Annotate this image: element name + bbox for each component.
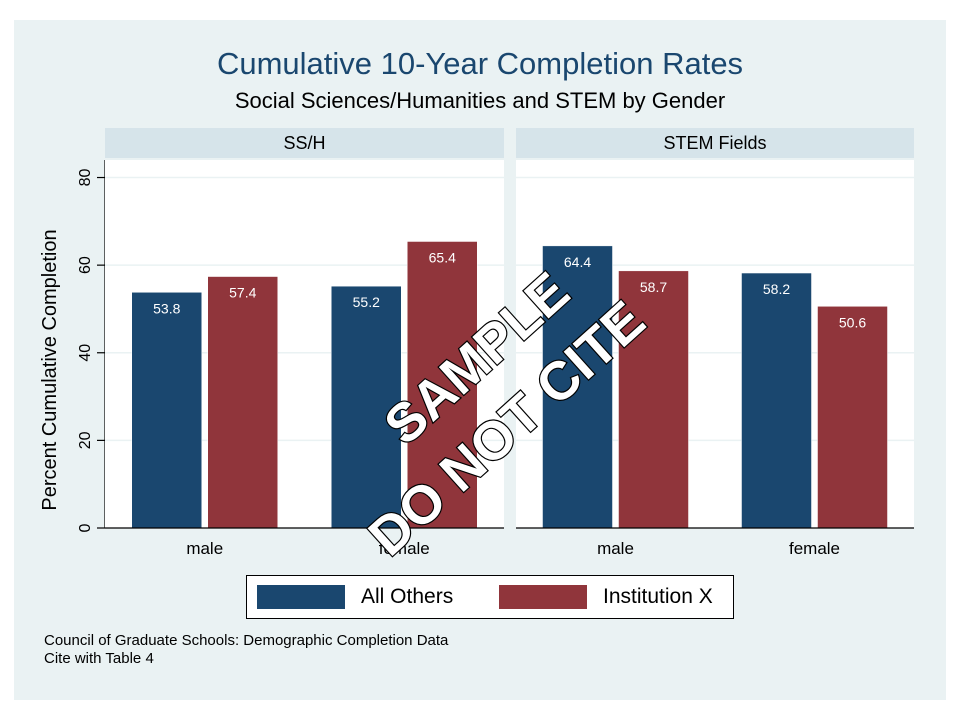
y-tick-label-0: 0 [77, 523, 94, 532]
source-note-line-2: Cite with Table 4 [44, 650, 154, 667]
legend-item-institution-x: Institution X [499, 576, 713, 618]
data-label-ss-h-female-institution-x: 65.4 [429, 249, 456, 265]
data-label-ss-h-female-all-others: 55.2 [353, 294, 380, 310]
legend-item-all-others: All Others [257, 576, 453, 618]
data-label-stem-fields-male-all-others: 64.4 [564, 254, 591, 270]
legend-label-all-others: All Others [361, 585, 454, 608]
source-note: Council of Graduate Schools: Demographic… [44, 632, 448, 668]
bar-stem-fields-female-institution-x [817, 306, 888, 529]
data-label-ss-h-male-all-others: 53.8 [153, 300, 180, 316]
data-label-stem-fields-female-institution-x: 50.6 [839, 314, 866, 330]
bar-stem-fields-male-all-others [542, 245, 613, 529]
x-tick-label-stem-fields-male: male [597, 539, 634, 558]
x-tick-label-ss-h-male: male [186, 539, 223, 558]
panel-title-ss-h: SS/H [283, 133, 325, 153]
bar-ss-h-female-all-others [331, 285, 402, 529]
bar-ss-h-male-all-others [131, 292, 202, 529]
panel-header-stem-fields [516, 128, 914, 158]
data-label-stem-fields-female-all-others: 58.2 [763, 281, 790, 297]
chart-subtitle: Social Sciences/Humanities and STEM by G… [235, 88, 725, 113]
chart-figure: Cumulative 10-Year Completion Rates Socia… [14, 20, 946, 700]
chart-title: Cumulative 10-Year Completion Rates [217, 46, 743, 81]
bar-stem-fields-male-institution-x [618, 270, 689, 529]
legend-label-institution-x: Institution X [603, 585, 713, 608]
y-tick-label-60: 60 [77, 256, 94, 274]
y-axis-label: Percent Cumulative Completion [39, 229, 61, 510]
data-label-stem-fields-male-institution-x: 58.7 [640, 279, 667, 295]
x-tick-label-stem-fields-female: female [789, 539, 840, 558]
y-tick-label-40: 40 [77, 344, 94, 362]
panel-title-stem-fields: STEM Fields [663, 133, 766, 153]
data-label-ss-h-male-institution-x: 57.4 [229, 285, 256, 301]
bar-ss-h-female-institution-x [407, 241, 478, 529]
y-tick-label-80: 80 [77, 169, 94, 187]
chart-canvas: Cumulative 10-Year Completion Rates Socia… [39, 46, 914, 569]
y-tick-label-20: 20 [77, 431, 94, 449]
bar-stem-fields-female-all-others [741, 272, 812, 529]
panel-header-ss-h [105, 128, 504, 158]
legend-swatch-institution-x [499, 585, 587, 609]
legend-swatch-all-others [257, 585, 345, 609]
legend: All Others Institution X [246, 575, 734, 619]
source-note-line-1: Council of Graduate Schools: Demographic… [44, 632, 449, 649]
x-tick-label-ss-h-female: female [379, 539, 430, 558]
bar-ss-h-male-institution-x [207, 276, 278, 529]
